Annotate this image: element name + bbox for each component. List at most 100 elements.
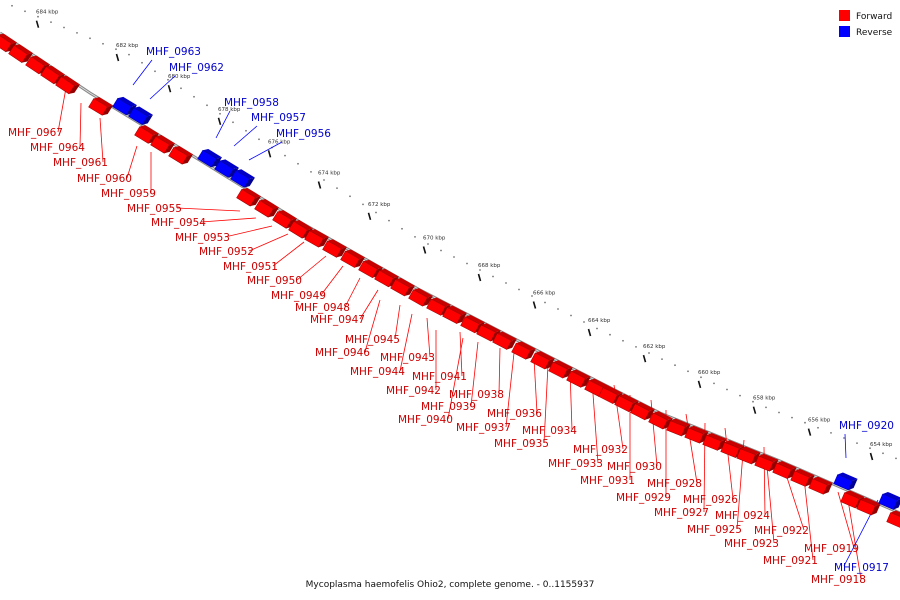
forward-gene-label[interactable]: MHF_0919: [804, 543, 859, 555]
forward-gene-block[interactable]: [790, 467, 815, 488]
reverse-gene-block-side-face: [228, 167, 239, 178]
forward-gene-label[interactable]: MHF_0929: [616, 492, 671, 504]
forward-gene-block[interactable]: [322, 237, 347, 259]
reverse-gene-block[interactable]: [128, 104, 153, 126]
forward-gene-block[interactable]: [702, 431, 727, 451]
forward-gene-label[interactable]: MHF_0954: [151, 217, 206, 229]
forward-gene-block[interactable]: [530, 349, 555, 371]
reverse-gene-block[interactable]: [197, 147, 222, 169]
forward-gene-block[interactable]: [168, 144, 193, 166]
forward-gene-block[interactable]: [754, 452, 779, 472]
forward-gene-block[interactable]: [390, 276, 415, 298]
forward-gene-block[interactable]: [55, 73, 80, 96]
forward-gene-block[interactable]: [566, 368, 591, 390]
forward-gene-block[interactable]: [442, 304, 467, 326]
forward-gene-block[interactable]: [304, 227, 329, 249]
forward-gene-label[interactable]: MHF_0936: [487, 408, 542, 420]
reverse-gene-block[interactable]: [833, 471, 858, 492]
forward-gene-label[interactable]: MHF_0928: [647, 478, 702, 490]
forward-gene-label[interactable]: MHF_0943: [380, 352, 435, 364]
forward-gene-label[interactable]: MHF_0953: [175, 232, 230, 244]
forward-gene-label[interactable]: MHF_0948: [295, 302, 350, 314]
scale-tick-label: 662 kbp: [643, 344, 666, 350]
scale-tick-mark: [587, 328, 592, 337]
forward-gene-label[interactable]: MHF_0934: [522, 425, 577, 437]
forward-gene-label[interactable]: MHF_0952: [199, 246, 254, 258]
forward-gene-label[interactable]: MHF_0949: [271, 290, 326, 302]
forward-gene-label[interactable]: MHF_0967: [8, 127, 63, 139]
forward-gene-label[interactable]: MHF_0941: [412, 371, 467, 383]
forward-gene-block[interactable]: [808, 475, 833, 496]
forward-gene-block-top-face: [173, 146, 193, 156]
forward-gene-label[interactable]: MHF_0964: [30, 142, 85, 154]
forward-gene-label[interactable]: MHF_0959: [101, 188, 156, 200]
reverse-leader-line: [132, 59, 153, 86]
forward-gene-label[interactable]: MHF_0951: [223, 261, 278, 273]
reverse-gene-block[interactable]: [230, 167, 255, 189]
forward-gene-block[interactable]: [150, 133, 175, 155]
forward-gene-block[interactable]: [0, 31, 17, 54]
forward-gene-label[interactable]: MHF_0960: [77, 173, 132, 185]
forward-gene-block[interactable]: [511, 340, 536, 362]
forward-gene-block-side-face: [354, 257, 365, 268]
forward-gene-block[interactable]: [856, 496, 881, 517]
forward-gene-label[interactable]: MHF_0961: [53, 157, 108, 169]
forward-gene-label[interactable]: MHF_0946: [315, 347, 370, 359]
forward-gene-block[interactable]: [8, 42, 33, 65]
forward-gene-block[interactable]: [630, 400, 655, 422]
forward-gene-block[interactable]: [134, 123, 159, 145]
forward-leader-line: [272, 241, 305, 267]
forward-gene-label[interactable]: MHF_0947: [310, 314, 365, 326]
forward-gene-block-side-face: [544, 358, 555, 370]
forward-gene-block[interactable]: [548, 358, 573, 380]
forward-gene-block[interactable]: [886, 509, 900, 530]
reverse-gene-label[interactable]: MHF_0920: [839, 420, 894, 432]
forward-gene-label[interactable]: MHF_0918: [811, 574, 866, 586]
forward-gene-label[interactable]: MHF_0926: [683, 494, 738, 506]
reverse-gene-label[interactable]: MHF_0958: [224, 97, 279, 109]
forward-gene-block[interactable]: [736, 445, 761, 465]
forward-gene-block[interactable]: [340, 248, 365, 270]
forward-gene-label[interactable]: MHF_0932: [573, 444, 628, 456]
reverse-gene-block[interactable]: [112, 95, 137, 117]
forward-gene-label[interactable]: MHF_0942: [386, 385, 441, 397]
forward-gene-label[interactable]: MHF_0933: [548, 458, 603, 470]
forward-gene-block[interactable]: [408, 286, 433, 308]
forward-gene-block[interactable]: [272, 208, 297, 230]
forward-gene-label[interactable]: MHF_0930: [607, 461, 662, 473]
forward-gene-label[interactable]: MHF_0945: [345, 334, 400, 346]
reverse-gene-label[interactable]: MHF_0962: [169, 62, 224, 74]
forward-gene-block[interactable]: [254, 197, 279, 219]
reverse-gene-label[interactable]: MHF_0917: [834, 562, 889, 574]
forward-gene-label[interactable]: MHF_0938: [449, 389, 504, 401]
reverse-gene-label[interactable]: MHF_0963: [146, 46, 201, 58]
forward-gene-label[interactable]: MHF_0923: [724, 538, 779, 550]
forward-gene-label[interactable]: MHF_0921: [763, 555, 818, 567]
forward-gene-block[interactable]: [88, 95, 113, 117]
forward-gene-label[interactable]: MHF_0939: [421, 401, 476, 413]
forward-gene-label[interactable]: MHF_0922: [754, 525, 809, 537]
reverse-gene-block[interactable]: [214, 157, 239, 179]
forward-gene-block-side-face: [268, 207, 279, 218]
forward-gene-block[interactable]: [684, 424, 709, 444]
forward-gene-label[interactable]: MHF_0925: [687, 524, 742, 536]
forward-gene-label[interactable]: MHF_0927: [654, 507, 709, 519]
forward-gene-label[interactable]: MHF_0924: [715, 510, 770, 522]
forward-gene-label[interactable]: MHF_0950: [247, 275, 302, 287]
forward-gene-label[interactable]: MHF_0940: [398, 414, 453, 426]
forward-gene-block[interactable]: [236, 186, 261, 208]
forward-gene-label[interactable]: MHF_0937: [456, 422, 511, 434]
forward-gene-block[interactable]: [492, 330, 517, 352]
reverse-gene-label[interactable]: MHF_0957: [251, 112, 306, 124]
reverse-gene-label[interactable]: MHF_0956: [276, 128, 331, 140]
forward-gene-label[interactable]: MHF_0931: [580, 475, 635, 487]
forward-gene-block-top-face: [553, 360, 573, 370]
forward-gene-block[interactable]: [666, 417, 691, 437]
forward-gene-block[interactable]: [772, 459, 797, 480]
forward-gene-label[interactable]: MHF_0955: [127, 203, 182, 215]
forward-gene-block[interactable]: [358, 258, 383, 280]
forward-gene-block-front-face: [134, 126, 154, 144]
forward-gene-label[interactable]: MHF_0944: [350, 366, 405, 378]
forward-gene-label[interactable]: MHF_0935: [494, 438, 549, 450]
reverse-gene-block[interactable]: [878, 490, 900, 511]
